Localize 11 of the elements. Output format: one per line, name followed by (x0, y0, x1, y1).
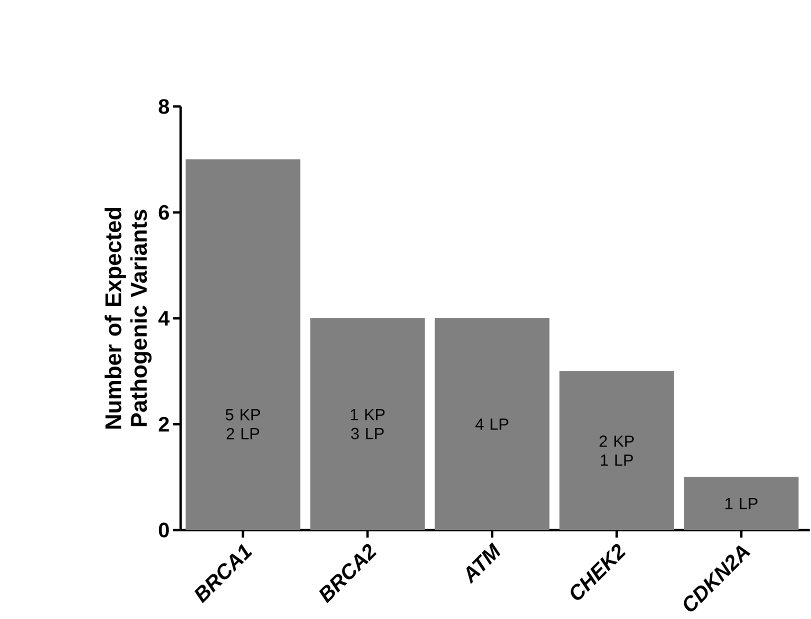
annotation: 1 KP 3 LP (350, 409, 385, 440)
y-tick-label: 4 (158, 311, 170, 326)
y-tick-label: 0 (158, 522, 169, 538)
annotation: 4 LP (475, 418, 508, 430)
y-axis-title: Number of Expected Pathogenic Variants (104, 208, 152, 429)
annotation: 1 LP (725, 498, 758, 510)
y-tick-label: 8 (158, 99, 170, 114)
y-tick-label: 2 (158, 416, 169, 432)
annotation: 2 KP 1 LP (600, 436, 634, 466)
annotation: 5 KP 2 LP (226, 409, 260, 440)
y-tick-label: 6 (158, 205, 169, 220)
